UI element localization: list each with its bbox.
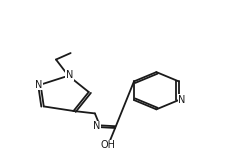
Text: N: N xyxy=(66,70,73,80)
Text: N: N xyxy=(178,95,186,105)
Text: OH: OH xyxy=(101,140,116,150)
Text: N: N xyxy=(35,80,42,90)
Text: N: N xyxy=(93,121,100,131)
